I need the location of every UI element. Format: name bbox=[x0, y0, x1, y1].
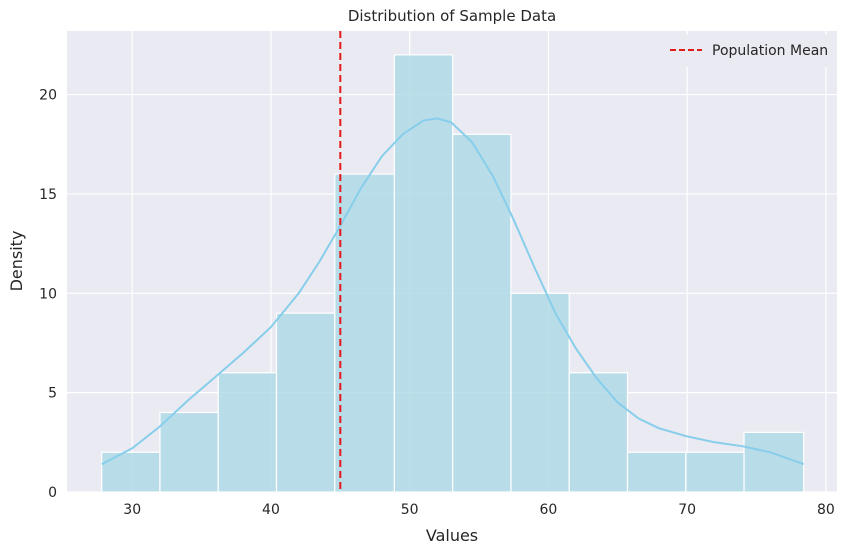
y-tick-label: 10 bbox=[39, 286, 57, 302]
y-tick-label: 0 bbox=[48, 485, 57, 501]
x-tick-label: 50 bbox=[401, 502, 419, 518]
y-tick-labels: 0 5 10 15 20 bbox=[39, 88, 57, 501]
histogram-bar bbox=[275, 312, 336, 493]
histogram-bar bbox=[393, 54, 454, 493]
histogram-bar bbox=[334, 173, 396, 493]
histogram-bar bbox=[217, 372, 278, 493]
histogram-bar bbox=[568, 372, 629, 493]
x-tick-labels: 30 40 50 60 70 80 bbox=[123, 502, 835, 518]
histogram-bar bbox=[685, 451, 745, 493]
y-tick-label: 15 bbox=[39, 187, 57, 203]
histogram-bars bbox=[101, 54, 805, 493]
x-axis-label: Values bbox=[426, 526, 478, 545]
legend-label-population-mean: Population Mean bbox=[712, 43, 828, 59]
histogram-bar bbox=[101, 451, 161, 493]
histogram-bar bbox=[626, 451, 687, 493]
histogram-bar bbox=[510, 292, 570, 493]
y-axis-label: Density bbox=[7, 231, 26, 292]
legend-box bbox=[660, 35, 835, 67]
legend: Population Mean bbox=[660, 35, 835, 67]
x-tick-label: 60 bbox=[540, 502, 558, 518]
kde-curve bbox=[101, 117, 805, 466]
x-tick-label: 70 bbox=[678, 502, 696, 518]
histogram-bar bbox=[159, 411, 219, 493]
y-tick-label: 5 bbox=[48, 386, 57, 402]
x-tick-label: 80 bbox=[817, 502, 835, 518]
histogram-bar bbox=[452, 133, 512, 493]
y-tick-label: 20 bbox=[39, 88, 57, 104]
x-tick-label: 40 bbox=[262, 502, 280, 518]
x-tick-label: 30 bbox=[123, 502, 141, 518]
chart-title: Distribution of Sample Data bbox=[348, 7, 556, 25]
histogram-bar bbox=[743, 431, 805, 493]
